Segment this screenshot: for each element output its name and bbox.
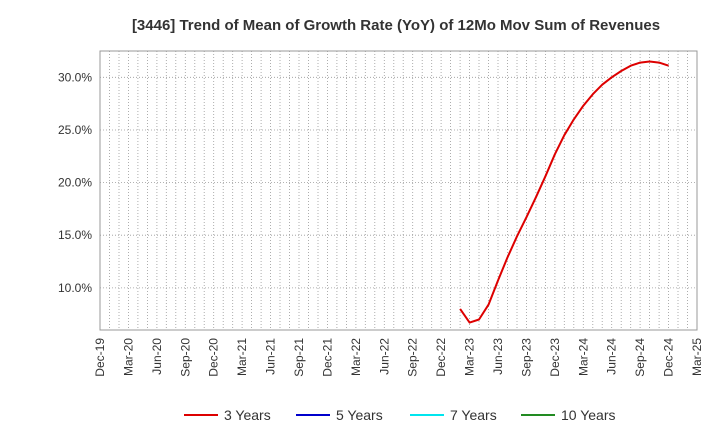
legend-label: 3 Years [224, 407, 271, 423]
grid-layer [100, 51, 697, 330]
chart-title: [3446] Trend of Mean of Growth Rate (YoY… [132, 17, 660, 34]
y-tick-label: 15.0% [58, 228, 92, 242]
x-tick-label: Jun-20 [150, 338, 164, 375]
y-tick-label: 20.0% [58, 176, 92, 190]
y-tick-label: 25.0% [58, 123, 92, 137]
x-tick-label: Dec-19 [93, 338, 107, 377]
x-tick-label: Jun-23 [491, 338, 505, 375]
x-tick-label: Dec-23 [548, 338, 562, 377]
plot-frame [99, 50, 698, 331]
x-tick-label: Jun-24 [605, 338, 619, 375]
x-tick-label: Mar-25 [690, 338, 704, 376]
series-line [459, 60, 669, 324]
y-tick-label: 10.0% [58, 281, 92, 295]
x-tick-label: Sep-22 [406, 338, 420, 377]
x-tick-label: Sep-21 [292, 338, 306, 377]
x-tick-label: Mar-22 [349, 338, 363, 376]
x-tick-label: Mar-21 [235, 338, 249, 376]
legend-label: 5 Years [336, 407, 383, 423]
x-tick-label: Dec-22 [434, 338, 448, 377]
x-tick-label: Jun-21 [264, 338, 278, 375]
x-tick-label: Dec-21 [320, 338, 334, 377]
legend: 3 Years 5 Years 7 Years 10 Years [184, 407, 616, 423]
x-tick-label: Sep-20 [178, 338, 192, 377]
legend-label: 10 Years [561, 407, 616, 423]
x-tick-label: Jun-22 [377, 338, 391, 375]
series-layer [459, 60, 669, 324]
x-tick-label: Dec-24 [662, 338, 676, 377]
x-tick-label: Sep-23 [519, 338, 533, 377]
x-tick-label: Mar-24 [576, 338, 590, 376]
x-tick-label: Sep-24 [633, 338, 647, 377]
x-tick-label: Mar-23 [463, 338, 477, 376]
x-tick-label: Dec-20 [207, 338, 221, 377]
axis-layer: 10.0% 15.0% 20.0% 25.0% 30.0% Dec-19 Mar-20 Jun… [58, 70, 704, 376]
x-tick-label: Mar-20 [121, 338, 135, 376]
y-tick-label: 30.0% [58, 70, 92, 84]
legend-label: 7 Years [450, 407, 497, 423]
